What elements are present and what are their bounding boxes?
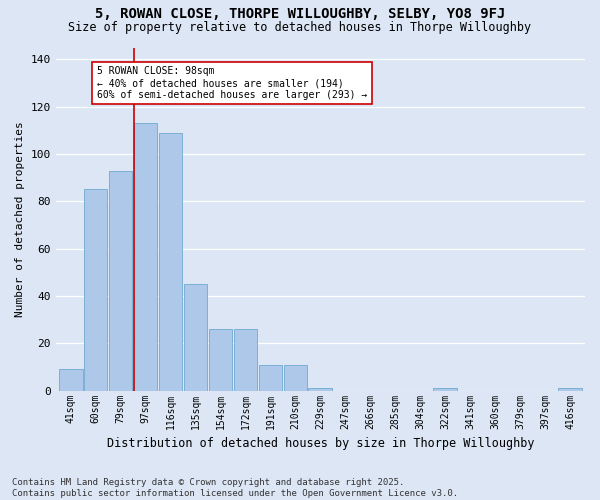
Bar (558, 388, 582, 390)
Bar (209, 329, 232, 390)
Bar (233, 329, 257, 390)
Y-axis label: Number of detached properties: Number of detached properties (15, 121, 25, 317)
Bar (84, 190, 107, 390)
Text: Contains HM Land Registry data © Crown copyright and database right 2025.
Contai: Contains HM Land Registry data © Crown c… (12, 478, 458, 498)
Bar (259, 364, 282, 390)
Bar (308, 388, 332, 390)
X-axis label: Distribution of detached houses by size in Thorpe Willoughby: Distribution of detached houses by size … (107, 437, 534, 450)
Text: Size of property relative to detached houses in Thorpe Willoughby: Size of property relative to detached ho… (68, 21, 532, 34)
Text: 5 ROWAN CLOSE: 98sqm
← 40% of detached houses are smaller (194)
60% of semi-deta: 5 ROWAN CLOSE: 98sqm ← 40% of detached h… (97, 66, 367, 100)
Bar (59, 370, 83, 390)
Text: 5, ROWAN CLOSE, THORPE WILLOUGHBY, SELBY, YO8 9FJ: 5, ROWAN CLOSE, THORPE WILLOUGHBY, SELBY… (95, 8, 505, 22)
Bar (284, 364, 307, 390)
Bar (158, 132, 182, 390)
Bar (433, 388, 457, 390)
Bar (134, 123, 157, 390)
Bar (184, 284, 208, 391)
Bar (109, 170, 133, 390)
